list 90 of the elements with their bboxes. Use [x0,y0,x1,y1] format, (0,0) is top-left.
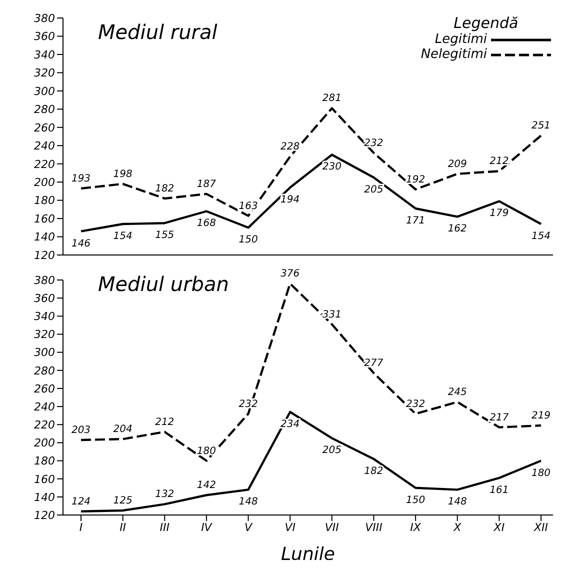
data-label: 204 [113,424,132,436]
data-label: 232 [238,398,258,410]
y-tick-label: 120 [34,248,55,262]
data-label: 180 [531,468,551,479]
x-tick-label: IX [410,520,422,534]
y-tick-label: 300 [34,346,55,360]
y-tick-label: 260 [34,382,55,396]
data-label: 132 [155,489,174,500]
x-tick-label: VI [284,520,296,534]
y-tick-label: 380 [34,12,55,25]
y-tick-label: 160 [34,472,55,486]
y-tick-label: 120 [34,508,55,522]
y-tick-label: 160 [34,212,55,226]
data-label: 162 [448,224,467,235]
x-tick-label: II [120,520,126,534]
y-tick-label: 380 [34,274,55,287]
x-axis-title: Lunile [281,544,335,565]
data-label: 192 [406,174,426,186]
data-label: 150 [406,494,426,506]
data-label: 179 [490,208,509,220]
data-label: 277 [364,358,384,370]
data-label: 124 [71,496,91,508]
chart-title: Mediul urban [98,272,229,296]
data-label: 376 [280,268,300,280]
y-tick-label: 280 [34,103,55,116]
x-tick-label: III [160,520,170,534]
x-tick-label: X [452,520,462,534]
y-tick-label: 360 [34,30,55,44]
data-label: 281 [322,93,342,104]
y-tick-label: 200 [34,176,55,189]
data-label: 219 [531,410,551,422]
data-label: 125 [113,495,132,506]
x-tick-label: VIII [365,520,382,534]
data-label: 146 [71,238,91,250]
data-label: 217 [490,412,510,424]
legend-title: Legendă [452,14,520,32]
data-label: 155 [155,230,174,242]
x-tick-label: VII [324,520,339,534]
data-label: 182 [155,183,174,194]
chart-title: Mediul rural [98,20,218,44]
y-tick-label: 320 [34,328,55,342]
data-label: 193 [71,173,91,184]
y-tick-label: 300 [34,84,55,98]
y-tick-label: 240 [34,140,55,153]
data-label: 212 [155,416,174,428]
data-label: 194 [280,194,300,206]
y-tick-label: 260 [34,121,55,134]
y-tick-label: 220 [34,158,55,171]
y-tick-label: 280 [34,364,55,378]
x-tick-label: I [79,520,83,534]
data-label: 230 [322,162,342,173]
y-tick-label: 200 [34,436,55,450]
legend-label: Legitimi [434,32,487,47]
data-label: 245 [448,387,467,398]
data-label: 331 [322,309,342,320]
x-tick-label: V [244,520,254,534]
data-label: 212 [490,156,509,168]
y-tick-label: 340 [34,310,55,324]
data-label: 187 [196,178,217,190]
y-tick-label: 320 [34,66,55,80]
y-tick-label: 360 [34,292,55,305]
y-tick-label: 140 [34,230,55,244]
x-tick-label: XII [532,520,548,534]
data-label: 182 [364,466,384,477]
legend-label: Nelegitimi [420,47,487,62]
data-label: 161 [490,484,509,496]
y-tick-label: 240 [34,400,55,414]
data-label: 232 [364,138,384,149]
data-label: 205 [322,445,342,456]
y-tick-label: 140 [34,490,55,504]
data-label: 148 [448,496,467,508]
data-label: 251 [531,120,551,132]
data-label: 209 [448,158,467,170]
y-tick-label: 220 [34,418,55,432]
x-tick-label: XI [492,520,505,534]
data-label: 154 [113,231,132,242]
y-tick-label: 180 [34,454,55,468]
data-label: 171 [406,216,426,227]
data-label: 150 [238,234,258,246]
x-tick-label: IV [201,520,214,534]
data-label: 203 [71,424,91,436]
data-label: 148 [238,496,258,508]
data-label: 168 [196,218,216,230]
data-label: 198 [113,168,132,180]
y-tick-label: 340 [34,48,55,62]
data-label: 205 [364,184,384,196]
data-label: 142 [196,480,216,492]
data-label: 232 [406,398,426,410]
y-tick-label: 180 [34,194,55,208]
data-label: 154 [531,231,551,242]
